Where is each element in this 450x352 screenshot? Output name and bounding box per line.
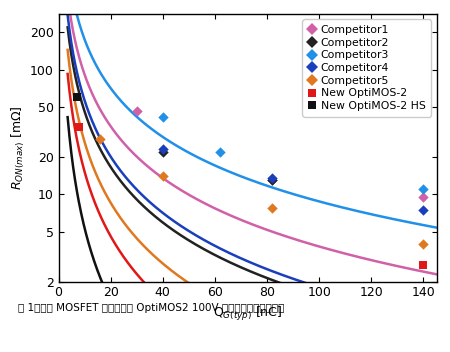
Point: [420, 263, 427, 268]
Point: [159, 114, 166, 120]
Point: [159, 174, 166, 179]
Point: [420, 241, 427, 247]
Point: [420, 194, 427, 200]
Legend: Competitor1, Competitor2, Competitor3, Competitor4, Competitor5, New OptiMOS-2, : Competitor1, Competitor2, Competitor3, C…: [302, 19, 431, 117]
Point: [269, 177, 276, 183]
Point: [76, 124, 83, 130]
Text: 图 1，当前 MOSFET 技术与新型 OptiMOS2 100V 技术的器件性能比较。: 图 1，当前 MOSFET 技术与新型 OptiMOS2 100V 技术的器件性…: [18, 303, 284, 313]
Point: [159, 146, 166, 152]
Point: [133, 108, 140, 113]
Y-axis label: $R_{ON(max)}$ [m$\Omega$]: $R_{ON(max)}$ [m$\Omega$]: [9, 106, 27, 190]
Point: [269, 205, 276, 211]
Point: [269, 177, 276, 183]
Point: [73, 95, 81, 100]
Point: [420, 187, 427, 192]
X-axis label: Q$_{G(typ)}$ [nC]: Q$_{G(typ)}$ [nC]: [213, 305, 282, 323]
Point: [159, 149, 166, 155]
Point: [420, 207, 427, 213]
Point: [269, 175, 276, 181]
Point: [97, 136, 104, 142]
Point: [216, 149, 224, 155]
